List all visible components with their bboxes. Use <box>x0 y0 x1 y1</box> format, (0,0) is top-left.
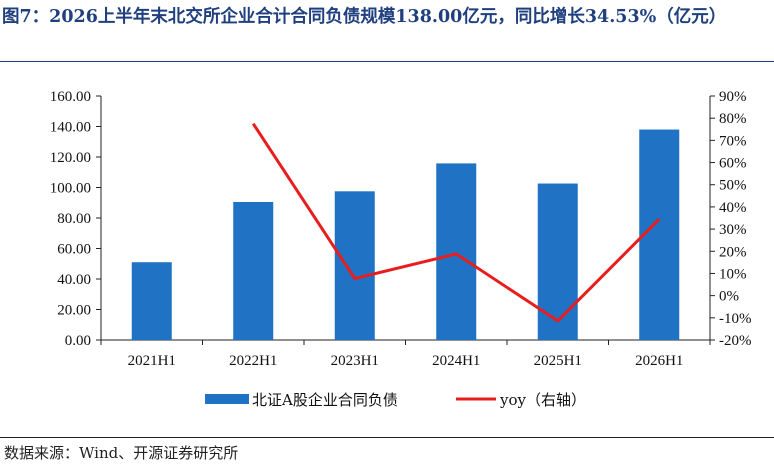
bar-series <box>131 129 680 340</box>
left-y-tick-label: 100.00 <box>50 181 91 197</box>
right-y-tick-label: -10% <box>719 311 752 327</box>
bar-2021H1 <box>131 262 172 340</box>
left-y-tick-label: 80.00 <box>57 211 91 227</box>
bar-2024H1 <box>436 163 477 340</box>
legend-bar-label: 北证A股企业合同负债 <box>252 391 398 409</box>
x-tick-label: 2024H1 <box>432 353 480 369</box>
right-y-tick-label: 70% <box>719 133 747 149</box>
right-y-tick-labels: -20% -10% 0% 10% 20% 30% 40% 50% 60% 70% 80% 90% <box>719 89 752 349</box>
right-y-tick-label: 20% <box>719 244 747 260</box>
right-y-tick-label: 50% <box>719 178 747 194</box>
left-y-tick-label: 60.00 <box>57 242 91 258</box>
x-tick-label: 2026H1 <box>635 353 683 369</box>
right-y-tick-label: 30% <box>719 222 747 238</box>
bar-2026H1 <box>639 129 680 340</box>
x-tick-label: 2023H1 <box>331 353 379 369</box>
right-y-tick-label: 80% <box>719 111 747 127</box>
title-divider <box>0 61 774 62</box>
left-y-tick-label: 120.00 <box>50 150 91 166</box>
x-tick-label: 2022H1 <box>229 353 277 369</box>
right-y-tick-label: 10% <box>719 266 747 282</box>
legend-bar-swatch <box>205 394 249 404</box>
left-y-tick-label: 40.00 <box>57 272 91 288</box>
left-y-tick-label: 20.00 <box>57 303 91 319</box>
bar-2025H1 <box>537 183 578 340</box>
x-tick-labels: 2021H1 2022H1 2023H1 2024H1 2025H1 2026H1 <box>128 353 684 369</box>
bar-line-combo-chart: 2021H1 2022H1 2023H1 2024H1 2025H1 2026H1 0.0… <box>50 89 752 409</box>
right-y-tick-label: 0% <box>719 289 739 305</box>
bar-2023H1 <box>334 191 375 340</box>
axes <box>96 95 715 345</box>
left-y-tick-labels: 0.00 20.00 40.00 60.00 80.00 100.00 120.00 140.… <box>50 89 91 349</box>
right-y-tick-label: -20% <box>719 333 752 349</box>
legend-line-label: yoy（右轴） <box>499 391 586 409</box>
chart-title: 图7：2026上半年末北交所企业合计合同负债规模138.00亿元，同比增长34.… <box>2 7 727 27</box>
left-y-tick-label: 140.00 <box>50 120 91 136</box>
right-y-tick-label: 40% <box>719 200 747 216</box>
bar-2022H1 <box>233 201 274 340</box>
right-y-tick-label: 60% <box>719 156 747 172</box>
right-y-tick-label: 90% <box>719 89 747 105</box>
left-y-tick-label: 160.00 <box>50 89 91 105</box>
source-note: 数据来源：Wind、开源证券研究所 <box>4 444 239 462</box>
source-divider <box>0 437 774 438</box>
legend: 北证A股企业合同负债 yoy（右轴） <box>205 391 586 409</box>
line-series <box>251 122 661 323</box>
left-y-tick-label: 0.00 <box>65 333 91 349</box>
x-tick-label: 2025H1 <box>534 353 582 369</box>
x-tick-label: 2021H1 <box>128 353 176 369</box>
